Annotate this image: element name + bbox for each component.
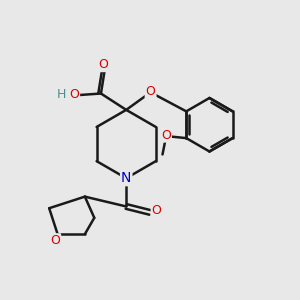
Text: O: O [69, 88, 79, 101]
Text: O: O [152, 204, 161, 218]
Text: O: O [50, 234, 60, 247]
Text: O: O [161, 129, 171, 142]
Text: O: O [98, 58, 108, 71]
Text: N: N [121, 171, 131, 185]
Text: O: O [146, 85, 155, 98]
Text: H: H [56, 88, 66, 101]
